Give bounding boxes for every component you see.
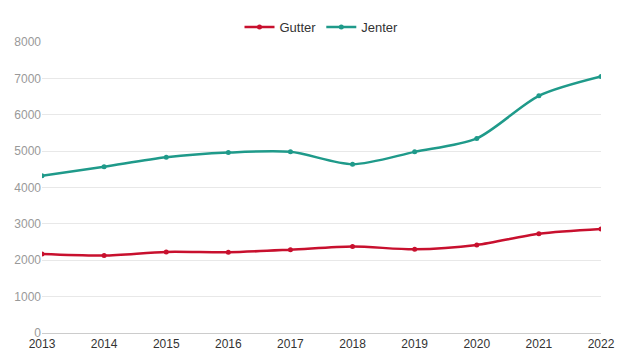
svg-text:2018: 2018 — [339, 337, 366, 351]
svg-text:7000: 7000 — [14, 72, 41, 86]
svg-text:2019: 2019 — [401, 337, 428, 351]
svg-text:6000: 6000 — [14, 108, 41, 122]
svg-text:Jenter: Jenter — [361, 20, 398, 35]
svg-text:2021: 2021 — [526, 337, 553, 351]
svg-text:2017: 2017 — [277, 337, 304, 351]
svg-text:2013: 2013 — [29, 337, 56, 351]
svg-text:2016: 2016 — [215, 337, 242, 351]
svg-text:8000: 8000 — [14, 35, 41, 49]
svg-text:2000: 2000 — [14, 253, 41, 267]
svg-text:5000: 5000 — [14, 144, 41, 158]
svg-text:2015: 2015 — [153, 337, 180, 351]
svg-text:3000: 3000 — [14, 217, 41, 231]
svg-text:4000: 4000 — [14, 181, 41, 195]
svg-text:2022: 2022 — [588, 337, 615, 351]
svg-text:2020: 2020 — [463, 337, 490, 351]
svg-text:0: 0 — [34, 326, 41, 340]
svg-text:2014: 2014 — [91, 337, 118, 351]
svg-text:Gutter: Gutter — [280, 20, 317, 35]
svg-text:1000: 1000 — [14, 290, 41, 304]
